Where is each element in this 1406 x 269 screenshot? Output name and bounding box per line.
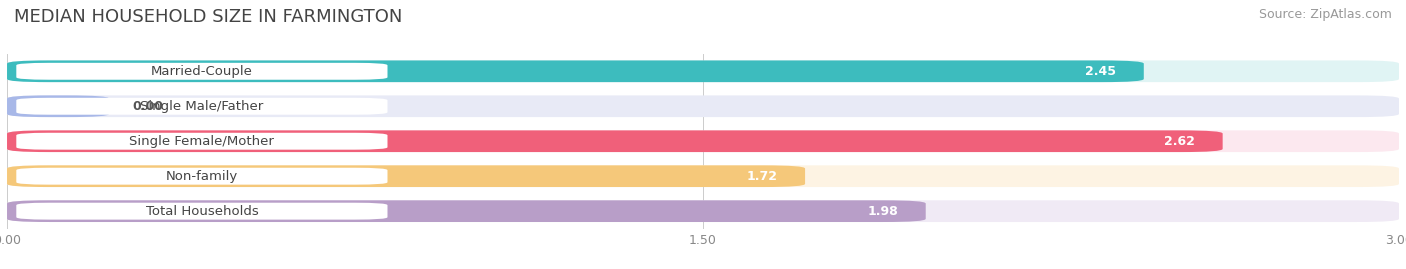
FancyBboxPatch shape — [7, 200, 925, 222]
Text: Single Male/Father: Single Male/Father — [141, 100, 263, 113]
FancyBboxPatch shape — [7, 61, 1399, 82]
FancyBboxPatch shape — [7, 130, 1399, 152]
FancyBboxPatch shape — [17, 168, 388, 185]
FancyBboxPatch shape — [7, 95, 1399, 117]
Text: 1.72: 1.72 — [747, 170, 778, 183]
Text: Single Female/Mother: Single Female/Mother — [129, 135, 274, 148]
FancyBboxPatch shape — [7, 165, 1399, 187]
Text: MEDIAN HOUSEHOLD SIZE IN FARMINGTON: MEDIAN HOUSEHOLD SIZE IN FARMINGTON — [14, 8, 402, 26]
FancyBboxPatch shape — [7, 61, 1144, 82]
Text: Non-family: Non-family — [166, 170, 238, 183]
Text: 1.98: 1.98 — [868, 205, 898, 218]
Text: Source: ZipAtlas.com: Source: ZipAtlas.com — [1258, 8, 1392, 21]
FancyBboxPatch shape — [7, 165, 806, 187]
FancyBboxPatch shape — [7, 130, 1223, 152]
FancyBboxPatch shape — [7, 200, 1399, 222]
FancyBboxPatch shape — [17, 63, 388, 80]
Text: Married-Couple: Married-Couple — [150, 65, 253, 78]
FancyBboxPatch shape — [17, 98, 388, 115]
Text: 2.62: 2.62 — [1164, 135, 1195, 148]
FancyBboxPatch shape — [17, 133, 388, 150]
FancyBboxPatch shape — [7, 95, 110, 117]
Text: Total Households: Total Households — [146, 205, 259, 218]
FancyBboxPatch shape — [17, 203, 388, 220]
Text: 0.00: 0.00 — [132, 100, 163, 113]
Text: 2.45: 2.45 — [1085, 65, 1116, 78]
